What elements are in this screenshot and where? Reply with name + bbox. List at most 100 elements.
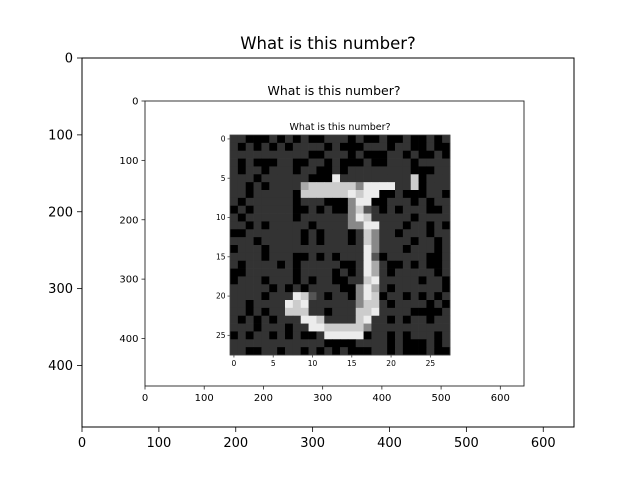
heatmap-cell (300, 205, 309, 214)
outer-x-tick-label: 600 (531, 436, 556, 451)
heatmap-cell (402, 135, 412, 144)
heatmap-cell (292, 174, 302, 183)
heatmap-cell (347, 158, 357, 167)
heatmap-cell (395, 307, 404, 317)
heatmap-cell (237, 245, 247, 254)
heatmap-cell (363, 307, 372, 317)
heatmap-cell (426, 182, 435, 191)
heatmap-cell (442, 221, 451, 230)
heatmap-cell (418, 276, 427, 285)
inner-x-tick-label: 15 (347, 359, 357, 368)
heatmap-cell (410, 135, 419, 144)
heatmap-cell (245, 331, 254, 340)
heatmap-cell (355, 339, 364, 348)
heatmap-cell (324, 339, 333, 348)
heatmap-cell (434, 252, 443, 262)
heatmap-cell (434, 307, 443, 317)
heatmap-cell (308, 252, 317, 262)
heatmap-cell (395, 142, 404, 152)
heatmap-cell (402, 252, 412, 262)
heatmap-cell (418, 284, 427, 293)
heatmap-cell (442, 292, 451, 301)
heatmap-cell (418, 315, 427, 324)
middle-y-axis: 0 100 200 300 400 (119, 97, 145, 345)
heatmap-cell (245, 339, 254, 348)
heatmap-cell (308, 135, 317, 144)
heatmap-cell (402, 331, 412, 340)
heatmap-cell (316, 135, 325, 144)
heatmap-cell (269, 166, 278, 175)
heatmap-cell (340, 331, 349, 340)
heatmap-cell (363, 347, 372, 356)
heatmap-cell (245, 135, 254, 144)
heatmap-cell (285, 276, 294, 285)
heatmap-cell (395, 197, 404, 207)
outer-x-tick-label: 200 (223, 436, 248, 451)
heatmap-cell (269, 150, 278, 159)
heatmap-cell (379, 237, 388, 246)
heatmap-cell (285, 221, 294, 230)
heatmap-cell (355, 331, 364, 340)
heatmap-cell (245, 245, 254, 254)
heatmap-cell (253, 276, 262, 285)
heatmap-cell (387, 284, 396, 293)
heatmap-cell (355, 150, 364, 159)
heatmap-cell (332, 252, 341, 262)
heatmap-cell (355, 166, 364, 175)
heatmap-cell (410, 260, 419, 269)
inner-y-tick-label: 25 (216, 331, 226, 340)
heatmap-cell (324, 268, 333, 277)
heatmap-cell (261, 190, 270, 199)
heatmap-cell (269, 315, 278, 324)
digit-image (230, 135, 451, 356)
heatmap-cell (245, 158, 254, 167)
heatmap-cell (308, 315, 317, 324)
heatmap-cell (230, 174, 239, 183)
heatmap-cell (442, 252, 451, 262)
heatmap-cell (300, 182, 309, 191)
heatmap-cell (379, 142, 388, 152)
heatmap-cell (261, 276, 270, 285)
heatmap-cell (308, 166, 317, 175)
heatmap-cell (395, 221, 404, 230)
heatmap-cell (418, 307, 427, 317)
heatmap-cell (253, 339, 262, 348)
heatmap-cell (410, 315, 419, 324)
heatmap-cell (300, 142, 309, 152)
heatmap-cell (363, 331, 372, 340)
heatmap-cell (426, 245, 435, 254)
heatmap-cell (269, 229, 278, 238)
heatmap-cell (410, 307, 419, 317)
heatmap-cell (402, 213, 412, 222)
heatmap-cell (387, 205, 396, 214)
heatmap-cell (371, 331, 380, 340)
heatmap-cell (332, 315, 341, 324)
heatmap-cell (371, 347, 380, 356)
heatmap-cell (418, 237, 427, 246)
inner-x-axis: 0 5 10 15 20 25 (232, 355, 435, 368)
heatmap-cell (230, 221, 239, 230)
heatmap-cell (245, 142, 254, 152)
heatmap-cell (387, 190, 396, 199)
heatmap-cell (237, 284, 247, 293)
heatmap-cell (292, 182, 302, 191)
heatmap-cell (245, 252, 254, 262)
heatmap-cell (245, 268, 254, 277)
heatmap-cell (269, 268, 278, 277)
heatmap-cell (426, 221, 435, 230)
heatmap-cell (300, 300, 309, 309)
heatmap-cell (245, 150, 254, 159)
heatmap-cell (410, 150, 419, 159)
heatmap-cell (285, 237, 294, 246)
heatmap-cell (324, 150, 333, 159)
heatmap-cell (387, 292, 396, 301)
heatmap-cell (395, 292, 404, 301)
heatmap-cell (230, 166, 239, 175)
heatmap-cell (292, 221, 302, 230)
heatmap-cell (371, 237, 380, 246)
heatmap-cell (442, 300, 451, 309)
outer-x-tick-label: 300 (300, 436, 325, 451)
heatmap-cell (269, 339, 278, 348)
heatmap-cell (402, 237, 412, 246)
heatmap-cell (363, 339, 372, 348)
